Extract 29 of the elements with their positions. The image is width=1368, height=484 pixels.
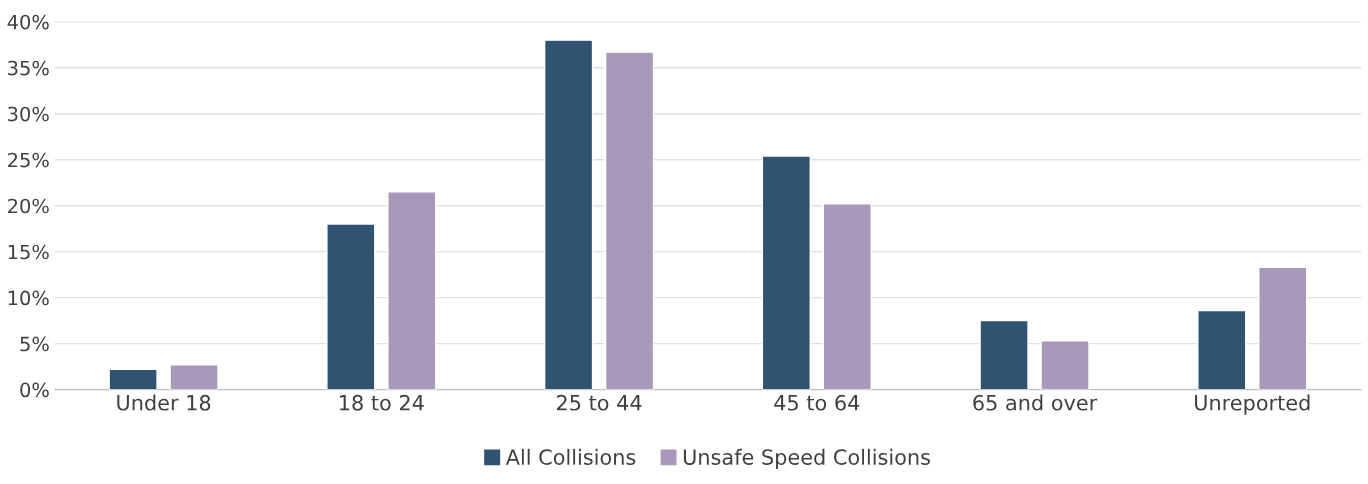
y-tick-label: 15% [8, 244, 49, 260]
bar [108, 368, 158, 390]
y-tick-label: 10% [8, 290, 49, 306]
legend-label: All Collisions [505, 448, 636, 465]
bar [1040, 340, 1090, 390]
y-tick-label: 5% [20, 336, 49, 352]
x-tick-label: 25 to 44 [557, 394, 642, 411]
y-tick-label: 35% [8, 60, 49, 76]
x-tick-label: 65 and over [973, 394, 1098, 411]
y-tick-label: 20% [8, 198, 49, 214]
bar [979, 319, 1029, 390]
x-tick-label: 45 to 64 [774, 394, 860, 411]
x-tick-label: Unreported [1195, 394, 1310, 415]
y-tick-label: 0% [20, 382, 49, 398]
bar [169, 364, 219, 390]
bar [387, 191, 437, 390]
x-tick-label: 18 to 24 [340, 394, 424, 411]
bar [1197, 309, 1247, 390]
x-tick-label: Under 18 [117, 394, 211, 411]
bar [604, 51, 655, 390]
bar [761, 155, 811, 390]
y-tick-label: 30% [8, 106, 49, 122]
y-tick-label: 40% [7, 14, 49, 30]
bar [1258, 266, 1308, 390]
bar [822, 203, 872, 390]
legend-label: Unsafe Speed Collisions [683, 448, 930, 469]
y-tick-label: 25% [8, 152, 49, 168]
bar [543, 39, 594, 390]
bar [326, 223, 376, 390]
